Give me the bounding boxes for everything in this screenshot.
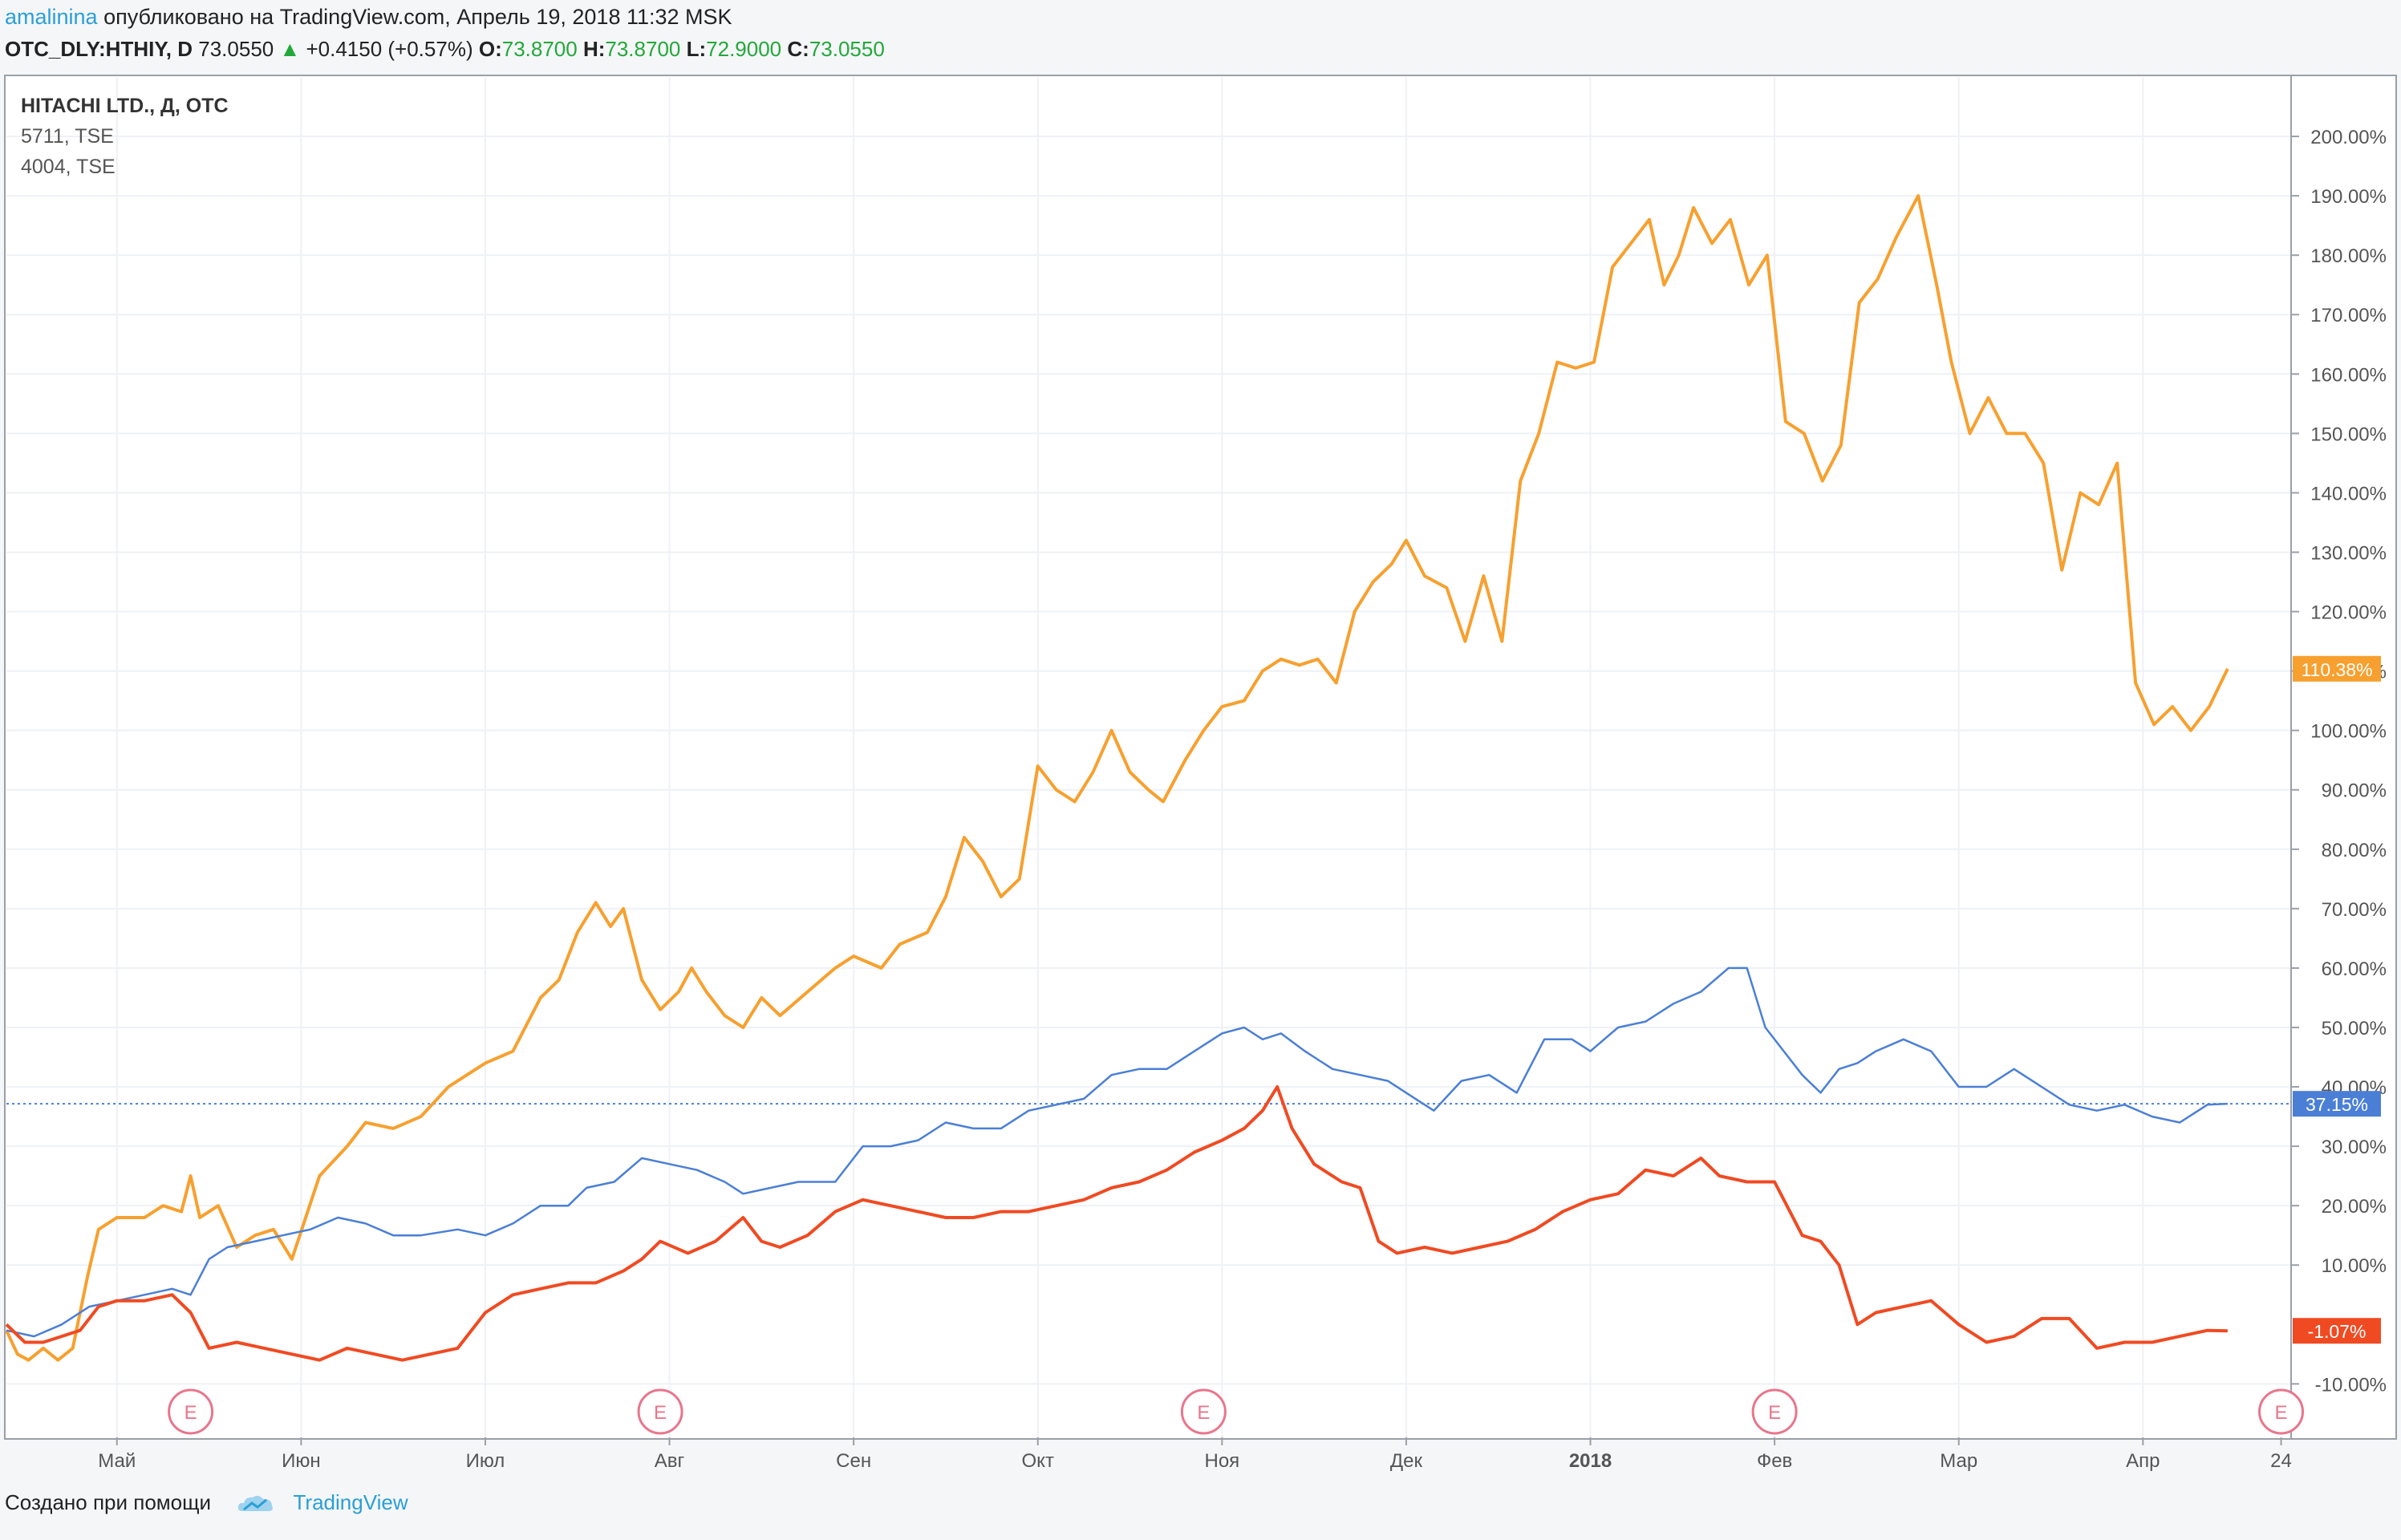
earnings-marker-label: E: [1768, 1402, 1781, 1424]
symbol-label: OTC_DLY:HTHIY, D: [5, 37, 193, 61]
y-tick-label: 80.00%: [2322, 840, 2387, 861]
y-tick-label: 160.00%: [2310, 364, 2387, 386]
last-value-badge-hitachi: [2293, 1091, 2381, 1117]
price-value: 73.0550: [198, 37, 274, 61]
x-tick-label: 24: [2270, 1450, 2292, 1472]
earnings-marker-label: E: [185, 1402, 197, 1424]
low-value: 72.9000: [706, 37, 782, 61]
y-tick-label: 60.00%: [2322, 958, 2387, 980]
y-tick-label: -10.00%: [2315, 1374, 2387, 1396]
plot-background: [4, 75, 2292, 1440]
x-tick-label: Дек: [1390, 1450, 1423, 1472]
y-tick-label: 20.00%: [2322, 1196, 2387, 1218]
legend-entry: HITACHI LTD., Д, OTC: [21, 95, 229, 117]
y-tick-label: 100.00%: [2310, 721, 2387, 743]
publish-line: amalinina опубликовано на TradingView.co…: [5, 5, 732, 30]
author-link[interactable]: amalinina: [5, 5, 98, 29]
last-value-labels: 110.38% 37.15% -1.07%: [2293, 655, 2381, 1344]
earnings-marker-label: E: [2275, 1402, 2288, 1424]
price-scale-background[interactable]: [2290, 75, 2397, 1440]
y-tick-label: 70.00%: [2322, 899, 2387, 921]
earnings-marker-icon: [168, 1388, 214, 1435]
comparison-chart[interactable]: -10.00%10.00%20.00%30.00%40.00%50.00%60.…: [0, 72, 2401, 1484]
up-triangle-icon: ▲: [279, 37, 301, 61]
x-tick-label: Май: [98, 1450, 136, 1472]
earnings-marker-label: E: [1197, 1402, 1210, 1424]
earnings-marker-icon: [1751, 1388, 1798, 1435]
x-tick-label: Сен: [836, 1450, 871, 1472]
earnings-marker-icon: [1180, 1388, 1227, 1435]
x-tick-label: Июн: [282, 1450, 321, 1472]
y-tick-label: 200.00%: [2310, 127, 2387, 148]
earnings-marker-label: E: [654, 1402, 667, 1424]
x-tick-label: Фев: [1757, 1450, 1792, 1472]
last-value-badge-s5711: [2293, 655, 2381, 682]
y-tick-label: 140.00%: [2310, 483, 2387, 505]
x-tick-label: Окт: [1022, 1450, 1054, 1472]
x-tick-label: Апр: [2126, 1450, 2160, 1472]
made-with-label: Создано при помощи: [5, 1490, 212, 1514]
tradingview-cloud-icon: [238, 1496, 274, 1512]
series-lines: [5, 194, 2229, 1362]
y-tick-label: 190.00%: [2310, 186, 2387, 208]
last-value-text-s5711: 110.38%: [2301, 659, 2372, 680]
change-value: +0.4150 (+0.57%): [306, 37, 473, 61]
legend: HITACHI LTD., Д, OTC 5711, TSE 4004, TSE: [21, 95, 229, 178]
y-tick-label: 50.00%: [2322, 1018, 2387, 1040]
earnings-marker-icon: [2258, 1388, 2305, 1435]
x-tick-label: 2018: [1569, 1450, 1612, 1472]
publish-info: опубликовано на TradingView.com, Апрель …: [103, 5, 732, 29]
y-tick-label: 170.00%: [2310, 305, 2387, 326]
low-label: L:: [686, 37, 707, 61]
x-tick-label: Ноя: [1204, 1450, 1239, 1472]
close-value: 73.0550: [809, 37, 885, 61]
x-tick-label: Июл: [466, 1450, 505, 1472]
y-tick-label: 180.00%: [2310, 245, 2387, 267]
open-value: 73.8700: [501, 37, 578, 61]
x-tick-label: Авг: [655, 1450, 685, 1472]
last-value-text-hitachi: 37.15%: [2306, 1094, 2368, 1115]
footer: Создано при помощи TradingView: [5, 1490, 408, 1516]
y-tick-label: 120.00%: [2310, 602, 2387, 624]
x-tick-label: Мар: [1940, 1450, 1977, 1472]
last-value-text-s4004: -1.07%: [2308, 1321, 2367, 1342]
high-label: H:: [582, 37, 606, 61]
close-label: C:: [787, 37, 809, 61]
series-line-s4004: [5, 1085, 2228, 1362]
chart-header: amalinina опубликовано на TradingView.co…: [0, 0, 2401, 72]
series-line-hitachi: [6, 967, 2228, 1338]
series-line-s5711: [5, 194, 2229, 1362]
y-tick-label: 30.00%: [2322, 1137, 2387, 1158]
x-axis: Май Июн Июл Авг Сен Окт Ноя Дек 2018 Фев Мар Апр 24: [98, 1437, 2292, 1472]
y-tick-label: 130.00%: [2310, 542, 2387, 564]
legend-entry: 5711, TSE: [21, 125, 114, 148]
y-tick-label: 150.00%: [2310, 424, 2387, 445]
open-label: O:: [478, 37, 502, 61]
earnings-marker-icon: [637, 1388, 683, 1435]
y-tick-label: 10.00%: [2322, 1255, 2387, 1277]
tradingview-link[interactable]: TradingView: [293, 1490, 408, 1514]
grid-lines: [6, 77, 2290, 1437]
y-tick-label: 90.00%: [2322, 780, 2387, 802]
ohlc-line: OTC_DLY:HTHIY, D 73.0550 ▲ +0.4150 (+0.5…: [5, 37, 885, 62]
high-value: 73.8700: [605, 37, 681, 61]
last-value-badge-s4004: [2293, 1318, 2381, 1344]
legend-entry: 4004, TSE: [21, 156, 116, 178]
